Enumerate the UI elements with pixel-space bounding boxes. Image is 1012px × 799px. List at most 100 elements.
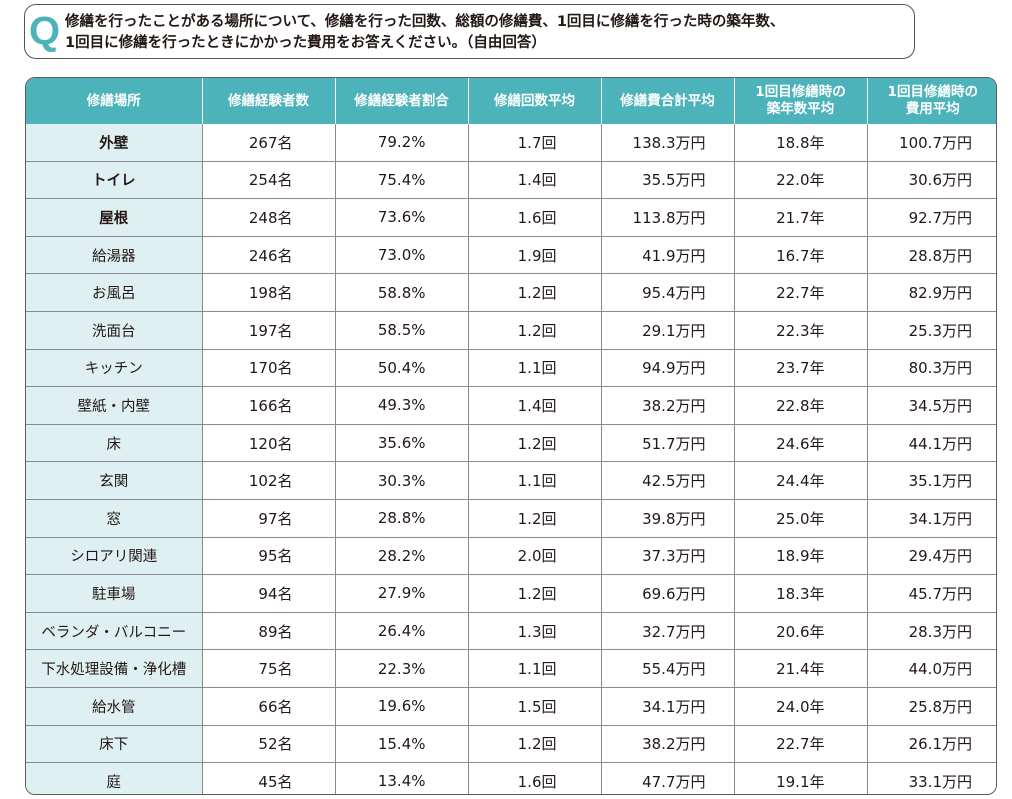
- cell-total-cost: 113.8万円: [601, 198, 735, 237]
- cell-first-age: 22.8年: [734, 386, 868, 425]
- cell-first-cost: 34.1万円: [867, 499, 996, 538]
- cell-place: 壁紙・内壁: [26, 386, 203, 425]
- cell-first-age: 23.7年: [734, 349, 868, 388]
- cell-first-cost: 100.7万円: [867, 124, 996, 162]
- cell-place: お風呂: [26, 273, 203, 312]
- cell-count: 89名: [202, 612, 336, 651]
- cell-ratio: 75.4%: [335, 161, 469, 200]
- cell-total-cost: 95.4万円: [601, 273, 735, 312]
- table-row: 庭 45名 13.4% 1.6回 47.7万円 19.1年 33.1万円: [26, 762, 996, 794]
- cell-first-age: 21.4年: [734, 649, 868, 688]
- header-first-cost: 1回目修繕時の 費用平均: [867, 78, 996, 124]
- cell-ratio: 13.4%: [335, 762, 469, 794]
- cell-first-age: 20.6年: [734, 612, 868, 651]
- cell-first-age: 24.6年: [734, 424, 868, 463]
- table-row: 窓 97名 28.8% 1.2回 39.8万円 25.0年 34.1万円: [26, 499, 996, 538]
- cell-total-cost: 47.7万円: [601, 762, 735, 794]
- header-ratio: 修繕経験者割合: [335, 78, 469, 124]
- cell-total-cost: 41.9万円: [601, 236, 735, 275]
- table-row: 床 120名 35.6% 1.2回 51.7万円 24.6年 44.1万円: [26, 424, 996, 463]
- cell-count: 198名: [202, 273, 336, 312]
- table-row: 玄関 102名 30.3% 1.1回 42.5万円 24.4年 35.1万円: [26, 461, 996, 500]
- table-row: お風呂 198名 58.8% 1.2回 95.4万円 22.7年 82.9万円: [26, 273, 996, 312]
- cell-first-age: 18.3年: [734, 574, 868, 613]
- cell-first-cost: 29.4万円: [867, 537, 996, 576]
- table-row: 屋根 248名 73.6% 1.6回 113.8万円 21.7年 92.7万円: [26, 198, 996, 237]
- cell-count: 102名: [202, 461, 336, 500]
- cell-place: 給湯器: [26, 236, 203, 275]
- results-table: 修繕場所 修繕経験者数 修繕経験者割合 修繕回数平均 修繕費合計平均 1回目修繕…: [25, 77, 997, 795]
- cell-times: 1.4回: [468, 161, 602, 200]
- cell-first-cost: 92.7万円: [867, 198, 996, 237]
- cell-count: 197名: [202, 311, 336, 350]
- cell-count: 170名: [202, 349, 336, 388]
- cell-count: 267名: [202, 124, 336, 162]
- header-total-cost: 修繕費合計平均: [601, 78, 735, 124]
- cell-first-age: 24.4年: [734, 461, 868, 500]
- cell-place: 外壁: [26, 124, 203, 162]
- cell-times: 1.3回: [468, 612, 602, 651]
- cell-total-cost: 32.7万円: [601, 612, 735, 651]
- cell-total-cost: 35.5万円: [601, 161, 735, 200]
- cell-ratio: 26.4%: [335, 612, 469, 651]
- cell-times: 1.2回: [468, 574, 602, 613]
- header-row: 修繕場所 修繕経験者数 修繕経験者割合 修繕回数平均 修繕費合計平均 1回目修繕…: [26, 78, 996, 124]
- cell-total-cost: 69.6万円: [601, 574, 735, 613]
- cell-total-cost: 94.9万円: [601, 349, 735, 388]
- cell-first-age: 22.7年: [734, 725, 868, 764]
- cell-times: 1.5回: [468, 687, 602, 726]
- cell-times: 1.2回: [468, 273, 602, 312]
- cell-ratio: 27.9%: [335, 574, 469, 613]
- cell-total-cost: 138.3万円: [601, 124, 735, 162]
- cell-first-age: 19.1年: [734, 762, 868, 794]
- cell-first-cost: 26.1万円: [867, 725, 996, 764]
- cell-first-age: 22.7年: [734, 273, 868, 312]
- table-row: キッチン 170名 50.4% 1.1回 94.9万円 23.7年 80.3万円: [26, 349, 996, 388]
- cell-count: 66名: [202, 687, 336, 726]
- cell-times: 1.2回: [468, 499, 602, 538]
- table-row: ベランダ・バルコニー 89名 26.4% 1.3回 32.7万円 20.6年 28.3万円: [26, 612, 996, 651]
- cell-first-cost: 35.1万円: [867, 461, 996, 500]
- cell-total-cost: 38.2万円: [601, 725, 735, 764]
- cell-times: 1.9回: [468, 236, 602, 275]
- table-row: トイレ 254名 75.4% 1.4回 35.5万円 22.0年 30.6万円: [26, 161, 996, 200]
- question-text: 修繕を行ったことがある場所について、修繕を行った回数、総額の修繕費、1回目に修繕…: [65, 12, 911, 54]
- cell-first-age: 21.7年: [734, 198, 868, 237]
- question-box: Q 修繕を行ったことがある場所について、修繕を行った回数、総額の修繕費、1回目に…: [24, 4, 915, 59]
- cell-ratio: 49.3%: [335, 386, 469, 425]
- cell-ratio: 15.4%: [335, 725, 469, 764]
- cell-place: 下水処理設備・浄化槽: [26, 649, 203, 688]
- cell-total-cost: 38.2万円: [601, 386, 735, 425]
- cell-first-cost: 44.0万円: [867, 649, 996, 688]
- cell-first-age: 22.3年: [734, 311, 868, 350]
- header-times: 修繕回数平均: [468, 78, 602, 124]
- table-row: 給湯器 246名 73.0% 1.9回 41.9万円 16.7年 28.8万円: [26, 236, 996, 275]
- cell-times: 2.0回: [468, 537, 602, 576]
- cell-first-age: 18.9年: [734, 537, 868, 576]
- cell-place: 洗面台: [26, 311, 203, 350]
- cell-count: 248名: [202, 198, 336, 237]
- cell-place: 窓: [26, 499, 203, 538]
- cell-place: 玄関: [26, 461, 203, 500]
- cell-total-cost: 39.8万円: [601, 499, 735, 538]
- cell-place: トイレ: [26, 161, 203, 200]
- cell-place: 駐車場: [26, 574, 203, 613]
- cell-count: 94名: [202, 574, 336, 613]
- cell-first-cost: 44.1万円: [867, 424, 996, 463]
- cell-count: 97名: [202, 499, 336, 538]
- header-first-age: 1回目修繕時の 築年数平均: [734, 78, 868, 124]
- cell-ratio: 22.3%: [335, 649, 469, 688]
- table-row: 給水管 66名 19.6% 1.5回 34.1万円 24.0年 25.8万円: [26, 687, 996, 726]
- cell-total-cost: 55.4万円: [601, 649, 735, 688]
- cell-times: 1.4回: [468, 386, 602, 425]
- cell-ratio: 30.3%: [335, 461, 469, 500]
- cell-first-cost: 25.8万円: [867, 687, 996, 726]
- cell-times: 1.7回: [468, 124, 602, 162]
- cell-times: 1.6回: [468, 198, 602, 237]
- cell-first-age: 22.0年: [734, 161, 868, 200]
- cell-times: 1.1回: [468, 649, 602, 688]
- table-row: 壁紙・内壁 166名 49.3% 1.4回 38.2万円 22.8年 34.5万円: [26, 386, 996, 425]
- cell-count: 120名: [202, 424, 336, 463]
- question-line-2: 1回目に修繕を行ったときにかかった費用をお答えください。（自由回答）: [65, 35, 546, 51]
- cell-ratio: 79.2%: [335, 124, 469, 162]
